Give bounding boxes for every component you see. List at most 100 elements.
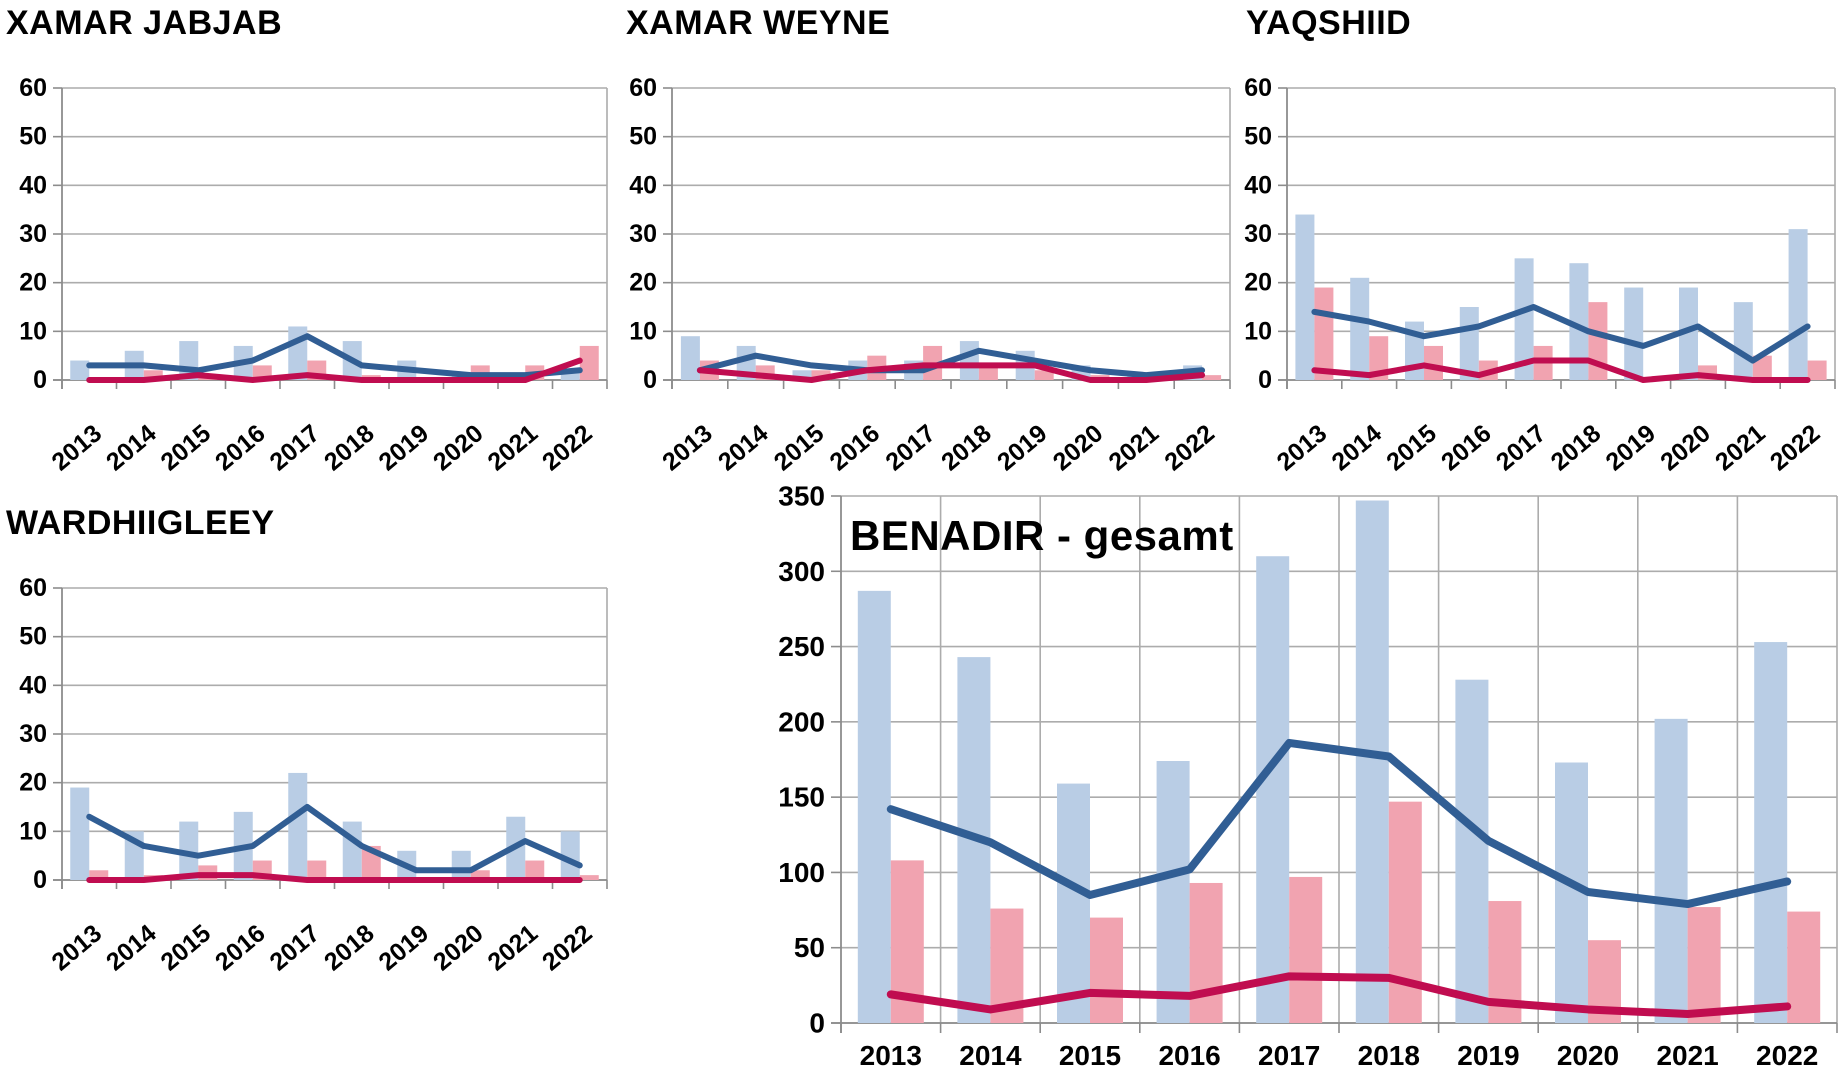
bar-pink-bars-2017 <box>1289 876 1323 1023</box>
bar-pink-bars-2015 <box>1424 345 1443 380</box>
bar-pink-bars-2013 <box>1314 287 1334 380</box>
bar-light-blue-bars-2017 <box>1256 556 1290 1023</box>
x-tick-label: 2020 <box>428 419 489 476</box>
x-tick-label: 2021 <box>1656 1040 1718 1071</box>
dark-blue-line <box>886 738 1792 909</box>
dark-red-line <box>86 357 583 383</box>
bar-light-blue-bars-2018 <box>1355 500 1389 1023</box>
y-tick-label: 30 <box>19 720 47 748</box>
bar-pink-bars-2022 <box>1202 375 1222 380</box>
bar-pink-bars-2019 <box>1034 370 1054 380</box>
y-tick-label: 10 <box>1244 317 1272 345</box>
x-tick-label: 2015 <box>155 919 216 976</box>
bar-pink-bars-2020 <box>470 870 490 880</box>
chart-canvas-xamar-jabjab: 0 10 20 30 40 50 60 201320142015201620172018201… <box>19 74 608 476</box>
y-tick-label: 40 <box>1244 171 1272 199</box>
y-tick-label: 50 <box>629 123 657 151</box>
y-tick-label: 40 <box>629 171 657 199</box>
x-tick-label: 2017 <box>264 419 325 476</box>
y-tick-label: 300 <box>778 556 825 587</box>
bar-pink-bars-2022 <box>1807 360 1827 380</box>
x-tick-label: 2017 <box>264 919 325 976</box>
x-tick-label: 2022 <box>1756 1040 1818 1071</box>
y-tick-label: 20 <box>19 769 47 797</box>
y-tick-label: 60 <box>19 74 47 102</box>
bar-light-blue-bars-2015 <box>792 370 812 380</box>
bar-light-blue-bars-2019 <box>1624 287 1644 380</box>
chart-canvas-benadir-gesamt: 0 50 100 150 200 250 300 350 2013 2014 2015 2016 201… <box>778 481 1838 1071</box>
bar-light-blue-bars-2022 <box>1754 642 1788 1023</box>
y-tick-label: 100 <box>778 857 825 888</box>
bar-pink-bars-2021 <box>525 860 545 880</box>
bar-light-blue-bars-2013 <box>70 787 90 880</box>
bar-light-blue-bars-2014 <box>1350 277 1370 380</box>
bar-pink-bars-2022 <box>579 875 599 880</box>
x-tick-label: 2013 <box>46 419 107 476</box>
bar-light-blue-bars-2013 <box>70 360 90 380</box>
chart-xamar-jabjab: XAMAR JABJAB 0 10 20 30 40 50 60 2013 2014 2015 20… <box>0 0 612 478</box>
bar-pink-bars-2022 <box>1787 911 1821 1023</box>
y-tick-label: 200 <box>778 706 825 737</box>
dark-red-line <box>696 362 1206 383</box>
x-tick-label: 2015 <box>155 419 216 476</box>
y-tick-label: 20 <box>1244 269 1272 297</box>
dark-red-line <box>86 872 583 883</box>
x-tick-label: 2019 <box>373 419 434 476</box>
bar-pink-bars-2014 <box>1369 336 1389 380</box>
dark-red-line <box>886 972 1792 1018</box>
x-tick-label: 2021 <box>482 419 543 476</box>
chart-xamar-weyne: XAMAR WEYNE 0 10 20 30 40 50 60 2013 2014 2015 201… <box>620 0 1232 478</box>
bar-light-blue-bars-2020 <box>451 850 471 880</box>
bar-light-blue-bars-2018 <box>342 821 362 880</box>
bar-light-blue-bars-2015 <box>1057 783 1090 1023</box>
x-tick-label: 2016 <box>210 919 271 976</box>
x-tick-label: 2019 <box>1457 1040 1519 1071</box>
y-tick-label: 50 <box>19 623 47 651</box>
x-tick-label: 2018 <box>319 419 380 476</box>
x-tick-label: 2020 <box>1557 1040 1619 1071</box>
bar-pink-bars-2021 <box>1752 355 1772 380</box>
bar-light-blue-bars-2016 <box>1156 761 1190 1023</box>
y-tick-label: 40 <box>19 671 47 699</box>
x-tick-label: 2018 <box>1358 1040 1420 1071</box>
bar-light-blue-bars-2020 <box>1679 287 1698 380</box>
y-tick-label: 20 <box>19 269 47 297</box>
bar-light-blue-bars-2018 <box>959 341 979 380</box>
bar-light-blue-bars-2016 <box>1459 307 1479 380</box>
bar-light-blue-bars-2019 <box>1455 679 1489 1023</box>
x-tick-label: 2020 <box>428 919 489 976</box>
x-tick-label: 2014 <box>101 919 162 976</box>
chart-title-yaqshiid: YAQSHIID <box>1246 4 1412 42</box>
y-tick-label: 60 <box>19 574 47 602</box>
chart-title-benadir-gesamt: BENADIR - gesamt <box>850 512 1234 559</box>
x-tick-label: 2017 <box>1258 1040 1320 1071</box>
bar-pink-bars-2022 <box>579 345 599 380</box>
chart-benadir-gesamt: 0 50 100 150 200 250 300 350 2013 2014 2015 2016 201… <box>700 430 1844 1080</box>
bar-pink-bars-2013 <box>89 870 109 880</box>
chart-title-xamar-weyne: XAMAR WEYNE <box>626 4 891 42</box>
bar-pink-bars-2016 <box>1189 882 1223 1023</box>
y-tick-label: 50 <box>19 123 47 151</box>
y-tick-label: 250 <box>778 631 825 662</box>
y-tick-label: 0 <box>1258 366 1272 394</box>
bar-light-blue-bars-2022 <box>560 370 580 380</box>
y-tick-label: 350 <box>778 481 825 512</box>
y-tick-label: 0 <box>643 366 657 394</box>
x-tick-label: 2021 <box>482 919 543 976</box>
bar-light-blue-bars-2021 <box>1654 718 1688 1023</box>
bar-light-blue-bars-2017 <box>288 772 308 880</box>
bar-pink-bars-2018 <box>978 365 998 380</box>
x-tick-label: 2022 <box>537 419 598 476</box>
x-tick-label: 2014 <box>101 419 162 476</box>
bar-light-blue-bars-2022 <box>1788 229 1808 380</box>
bar-light-blue-bars-2021 <box>1733 302 1753 380</box>
x-tick-label: 2015 <box>1059 1040 1121 1071</box>
bar-pink-bars-2015 <box>1090 917 1123 1023</box>
dark-blue-line <box>86 804 583 874</box>
bar-light-blue-bars-2013 <box>857 590 891 1023</box>
y-tick-label: 20 <box>629 269 657 297</box>
bar-light-blue-bars-2022 <box>560 831 580 880</box>
y-tick-label: 30 <box>629 220 657 248</box>
chart-canvas-wardhiigleey: 0 10 20 30 40 50 60 201320142015201620172018201… <box>19 574 608 976</box>
bar-pink-bars-2014 <box>143 370 163 380</box>
